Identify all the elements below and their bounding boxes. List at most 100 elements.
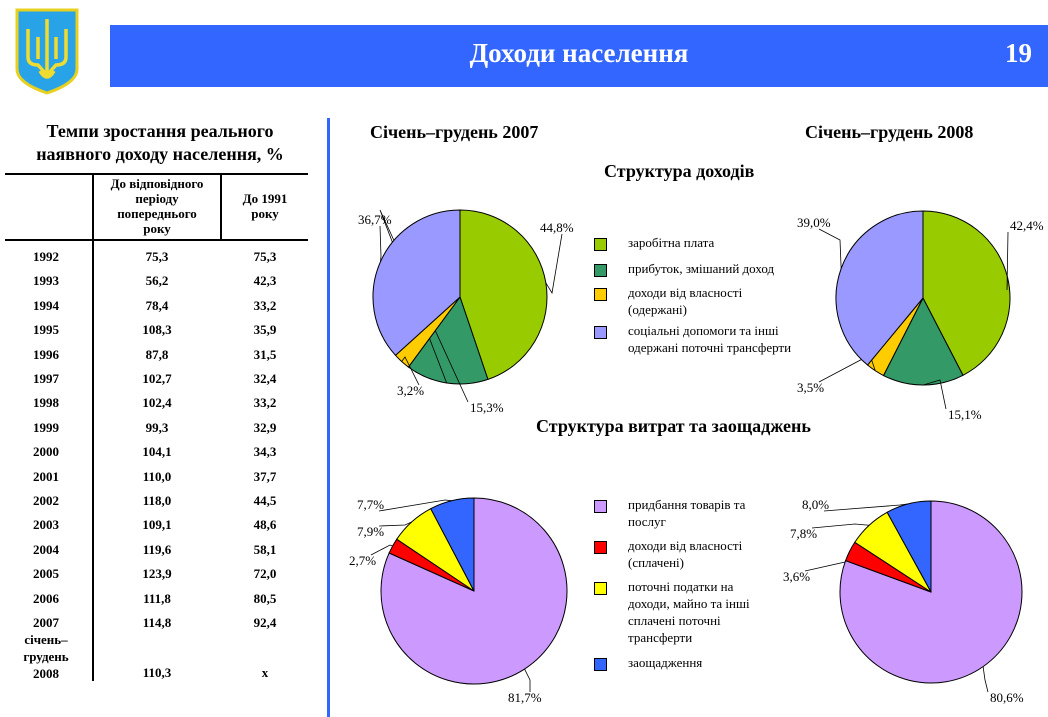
data-label: 81,7% <box>508 690 542 705</box>
data-label: 42,4% <box>1010 218 1044 233</box>
data-label: 39,0% <box>797 215 831 230</box>
row-value: 33,2 <box>253 297 277 313</box>
row-year: 2001 <box>33 468 59 484</box>
row-year: 2003 <box>33 517 59 533</box>
table-header-rule <box>5 239 308 241</box>
legend-swatch <box>594 582 607 595</box>
leader-line <box>524 668 531 692</box>
row-value: 37,7 <box>253 468 277 484</box>
leader-line <box>378 499 452 512</box>
data-label: 36,7% <box>358 212 392 227</box>
row-value: 72,0 <box>253 566 277 582</box>
row-value: 31,5 <box>253 346 277 362</box>
row-year: 1996 <box>33 346 59 362</box>
row-year: 1997 <box>33 371 59 386</box>
row-value: 108,3 <box>142 322 172 338</box>
row-value: 32,9 <box>253 419 277 435</box>
row-value: 104,1 <box>142 444 172 460</box>
row-year: 1998 <box>33 395 59 411</box>
data-label: 7,8% <box>790 526 818 541</box>
row-value: 34,3 <box>253 444 277 460</box>
legend-label: придбання товарів та послуг <box>628 496 745 530</box>
legend-label: прибуток, змішаний доход <box>628 260 774 277</box>
data-label: 15,3% <box>470 400 504 415</box>
legend-swatch <box>594 326 607 339</box>
row-value: 99,3 <box>145 419 169 435</box>
row-value: 80,5 <box>253 590 277 606</box>
table-column-rule <box>92 173 94 681</box>
legend-line: одержані поточні трансферти <box>628 340 792 355</box>
leader-line <box>401 356 420 386</box>
legend-line: доходи від власності <box>628 285 743 300</box>
leader-line <box>818 228 842 269</box>
legend-label: доходи від власності (сплачені) <box>628 537 742 571</box>
row-value: 102,4 <box>142 395 172 411</box>
row-year: 2006 <box>33 590 59 606</box>
legend-line: послуг <box>628 514 666 529</box>
data-label: 2,7% <box>349 553 377 568</box>
table-column-rule <box>220 173 222 239</box>
data-label: 80,6% <box>990 690 1024 705</box>
legend-line: заощадження <box>628 655 703 670</box>
page-title: Доходи населення <box>469 38 689 68</box>
leader-line <box>370 544 393 556</box>
row-year: 1993 <box>33 273 59 289</box>
legend-label: доходи від власності (одержані) <box>628 284 742 318</box>
coat-of-arms-logo <box>15 8 79 95</box>
column-header-1991: До 1991 року <box>222 191 308 221</box>
row-value: 119,6 <box>142 541 172 557</box>
row-value: 102,7 <box>142 371 172 386</box>
data-label: 3,6% <box>783 569 811 584</box>
header-line: попереднього <box>117 206 197 221</box>
row-year: 2002 <box>33 493 59 508</box>
row-year: 1994 <box>33 297 59 313</box>
header-line: року <box>143 221 171 236</box>
row-value: 58,1 <box>253 541 277 557</box>
legend-line: заробітна плата <box>628 235 715 250</box>
column-header-prev-year: До відповідного періоду попереднього рок… <box>94 176 220 236</box>
legend-line: доходи, майно та інші <box>628 596 750 611</box>
row-value: 78,4 <box>145 297 169 313</box>
last-row-value-prev: 110,3 <box>142 665 172 680</box>
legend-line: доходи від власності <box>628 538 743 553</box>
row-year: 2007 <box>33 615 59 630</box>
row-year: 1992 <box>33 249 59 264</box>
table-title: Темпи зростання реального наявного доход… <box>0 120 320 166</box>
last-row-label: січень– грудень 2008 <box>0 631 92 682</box>
leader-line <box>378 521 413 527</box>
legend-swatch <box>594 500 607 513</box>
label-line: грудень <box>23 649 69 664</box>
row-value: 48,6 <box>253 517 277 533</box>
data-label: 44,8% <box>540 220 574 235</box>
last-row-value-1991: x <box>261 665 269 680</box>
legend-line: сплачені поточні <box>628 613 721 628</box>
row-year: 1999 <box>33 419 59 435</box>
legend-swatch <box>594 658 607 671</box>
row-value: 75,3 <box>145 249 169 264</box>
row-value: 118,0 <box>142 493 172 508</box>
row-value: 110,0 <box>142 468 172 484</box>
header-line: До відповідного <box>110 176 204 191</box>
data-label: 8,0% <box>802 497 830 512</box>
data-label: 15,1% <box>948 407 982 422</box>
row-value: 92,4 <box>253 615 277 630</box>
leader-line <box>811 523 870 529</box>
pie-slice <box>430 497 475 592</box>
period-2007-title: Січень–грудень 2007 <box>370 122 539 142</box>
row-value: 109,1 <box>142 517 172 533</box>
legend-line: (одержані) <box>628 302 687 317</box>
label-line: січень– <box>24 632 68 647</box>
row-value: 114,8 <box>142 615 172 630</box>
leader-line <box>823 503 909 512</box>
data-label: 7,7% <box>357 497 385 512</box>
legend-line: поточні податки на <box>628 579 734 594</box>
row-value: 42,3 <box>253 273 277 289</box>
leader-line <box>804 551 851 572</box>
data-label: 7,9% <box>357 524 385 539</box>
label-line: 2008 <box>33 666 59 681</box>
header-line: року <box>251 206 279 221</box>
legend-line: соціальні допомоги та інші <box>628 323 779 338</box>
row-value: 32,4 <box>253 371 277 386</box>
legend-label: заощадження <box>628 654 702 671</box>
table-title-line: наявного доходу населення, % <box>36 144 284 164</box>
